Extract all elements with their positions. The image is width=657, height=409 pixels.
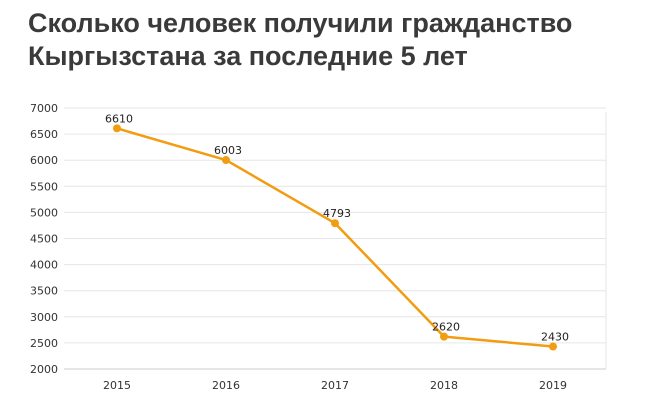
data-labels: 6610 6003 4793 2620 2430 [105,112,569,343]
data-point-2016 [222,156,230,165]
data-label-2019: 2430 [541,331,569,344]
data-point-2019 [549,342,557,351]
data-point-2015 [113,124,121,133]
x-tick-label-2018: 2018 [430,379,458,392]
y-tick-label-4000: 4000 [30,259,58,272]
data-point-2017 [331,219,339,228]
x-tick-label-2016: 2016 [212,379,240,392]
series-lines [115,127,555,348]
y-tick-label-5000: 5000 [30,206,58,219]
y-tick-label-3500: 3500 [30,285,58,298]
data-label-2016: 6003 [214,144,242,157]
y-tick-label-2000: 2000 [30,363,58,376]
data-label-2018: 2620 [432,321,460,334]
gridlines [64,107,607,370]
data-label-2015: 6610 [105,112,133,125]
y-tick-label-6000: 6000 [30,154,58,167]
series-line-0 [115,127,555,348]
data-points [113,124,557,351]
y-tick-label-7000: 7000 [30,102,58,115]
y-tick-label-3000: 3000 [30,311,58,324]
chart-title: Сколько человек получили гражданство Кыр… [28,8,573,71]
y-axis-ticks: 2000 2500 3000 3500 4000 4500 5000 5500 6000 6500… [30,102,58,376]
y-tick-label-5500: 5500 [30,180,58,193]
x-tick-label-2019: 2019 [539,379,567,392]
x-axis-ticks: 2015 2016 2017 2018 2019 [103,379,567,392]
y-tick-label-6500: 6500 [30,128,58,141]
x-tick-label-2017: 2017 [321,379,349,392]
y-tick-label-4500: 4500 [30,233,58,246]
y-tick-label-2500: 2500 [30,337,58,350]
x-tick-label-2015: 2015 [103,379,131,392]
data-label-2017: 4793 [323,207,351,220]
data-point-2018 [440,332,448,341]
